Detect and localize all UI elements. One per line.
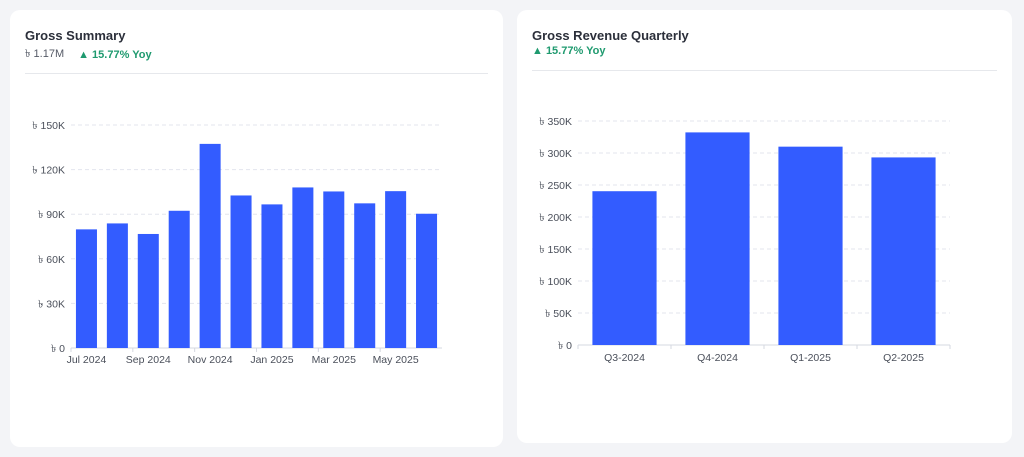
card-title: Gross Summary <box>25 28 126 43</box>
gross-summary-card: Gross Summary ৳ 1.17M ▲ 15.77% Yoy ৳ 0 ৳ … <box>10 10 503 447</box>
monthly-bar-chart: ৳ 0 ৳ 30K ৳ 60K ৳ 90K ৳ 120K ৳ 150K Jul 2024 Se… <box>32 120 442 366</box>
bar-aug-2024 <box>106 223 128 348</box>
y-tick-label: ৳ 350K <box>539 116 572 128</box>
bar-jul-2024 <box>75 229 97 348</box>
card-title: Gross Revenue Quarterly <box>532 28 689 43</box>
x-tick-label: Q1-2025 <box>790 352 831 364</box>
y-tick-label: ৳ 0 <box>51 343 65 355</box>
x-tick-label: Sep 2024 <box>126 354 171 366</box>
y-tick-label: ৳ 250K <box>539 180 572 192</box>
bar-sep-2024 <box>137 233 159 348</box>
y-tick-label: ৳ 90K <box>38 209 65 221</box>
bar-jan-2025 <box>261 204 283 348</box>
y-tick-label: ৳ 50K <box>545 308 572 320</box>
yoy-badge: ▲ 15.77% Yoy <box>532 45 606 57</box>
bar-may-2025 <box>385 191 407 348</box>
y-tick-label: ৳ 60K <box>38 254 65 266</box>
y-tick-label: ৳ 300K <box>539 148 572 160</box>
x-tick-label: Jul 2024 <box>67 354 107 366</box>
y-tick-label: ৳ 0 <box>558 340 572 352</box>
x-tick-label: Q2-2025 <box>883 352 924 364</box>
bar-q3-2024 <box>592 191 657 345</box>
y-tick-label: ৳ 150K <box>539 244 572 256</box>
bar-dec-2024 <box>230 195 252 348</box>
x-tick-label: May 2025 <box>373 354 419 366</box>
bar-mar-2025 <box>323 191 345 348</box>
bar-jun-2025 <box>416 213 438 348</box>
bar-apr-2025 <box>354 203 376 348</box>
y-tick-label: ৳ 150K <box>32 120 65 132</box>
x-tick-label: Jan 2025 <box>250 354 293 366</box>
bar-oct-2024 <box>168 210 190 348</box>
bar-q2-2025 <box>871 157 936 345</box>
x-tick-label: Q3-2024 <box>604 352 645 364</box>
bar-feb-2025 <box>292 187 314 348</box>
y-tick-label: ৳ 200K <box>539 212 572 224</box>
bar-nov-2024 <box>199 143 221 348</box>
x-tick-label: Q4-2024 <box>697 352 738 364</box>
y-tick-label: ৳ 30K <box>38 298 65 310</box>
bar-q4-2024 <box>685 132 750 345</box>
gross-revenue-quarterly-card: Gross Revenue Quarterly ▲ 15.77% Yoy ৳ 0… <box>517 10 1012 443</box>
yoy-badge: ▲ 15.77% Yoy <box>78 48 152 61</box>
quarterly-bar-chart: ৳ 0 ৳ 50K ৳ 100K ৳ 150K ৳ 200K ৳ 250K ৳ 300K ৳ … <box>539 116 951 364</box>
x-tick-label: Mar 2025 <box>312 354 357 366</box>
bar-q1-2025 <box>778 146 843 345</box>
divider <box>25 73 488 74</box>
total-value: ৳ 1.17M <box>25 48 65 60</box>
y-tick-label: ৳ 100K <box>539 276 572 288</box>
y-tick-label: ৳ 120K <box>32 165 65 177</box>
divider <box>532 70 997 71</box>
x-tick-label: Nov 2024 <box>188 354 233 366</box>
